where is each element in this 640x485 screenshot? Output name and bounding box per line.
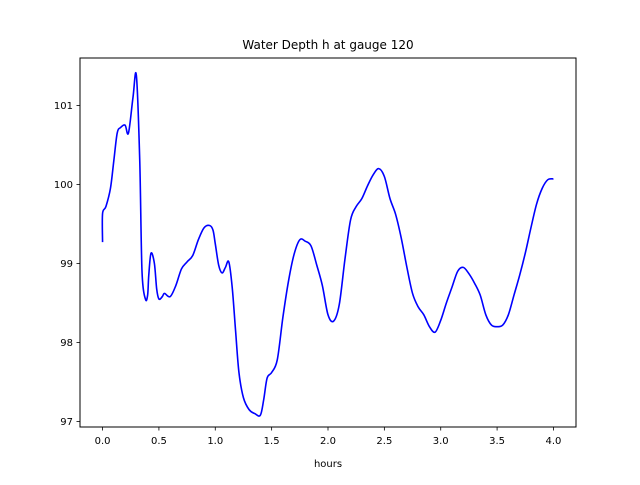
x-tick-label: 3.0 bbox=[433, 436, 449, 447]
x-tick-label: 2.5 bbox=[376, 436, 392, 447]
series-line-0 bbox=[101, 72, 554, 417]
x-axis-label: hours bbox=[314, 459, 342, 470]
x-tick-label: 2.0 bbox=[320, 436, 336, 447]
x-tick-label: 3.5 bbox=[489, 436, 505, 447]
y-tick-label: 101 bbox=[54, 101, 73, 112]
y-tick-label: 100 bbox=[54, 180, 73, 191]
plot-area bbox=[101, 72, 554, 417]
x-tick-label: 1.0 bbox=[207, 436, 223, 447]
x-tick-label: 0.0 bbox=[95, 436, 111, 447]
x-tick-label: 4.0 bbox=[546, 436, 562, 447]
x-axis: 0.0 0.5 1.0 1.5 2.0 2.5 3.0 3.5 4.0 bbox=[95, 427, 562, 447]
x-tick-label: 0.5 bbox=[151, 436, 167, 447]
y-tick-label: 97 bbox=[60, 417, 73, 428]
x-tick-label: 1.5 bbox=[264, 436, 280, 447]
chart-title: Water Depth h at gauge 120 bbox=[242, 38, 413, 52]
y-axis: 97 98 99 100 101 bbox=[54, 101, 80, 428]
y-tick-label: 98 bbox=[60, 338, 73, 349]
y-tick-label: 99 bbox=[60, 259, 73, 270]
plot-frame bbox=[79, 57, 577, 428]
